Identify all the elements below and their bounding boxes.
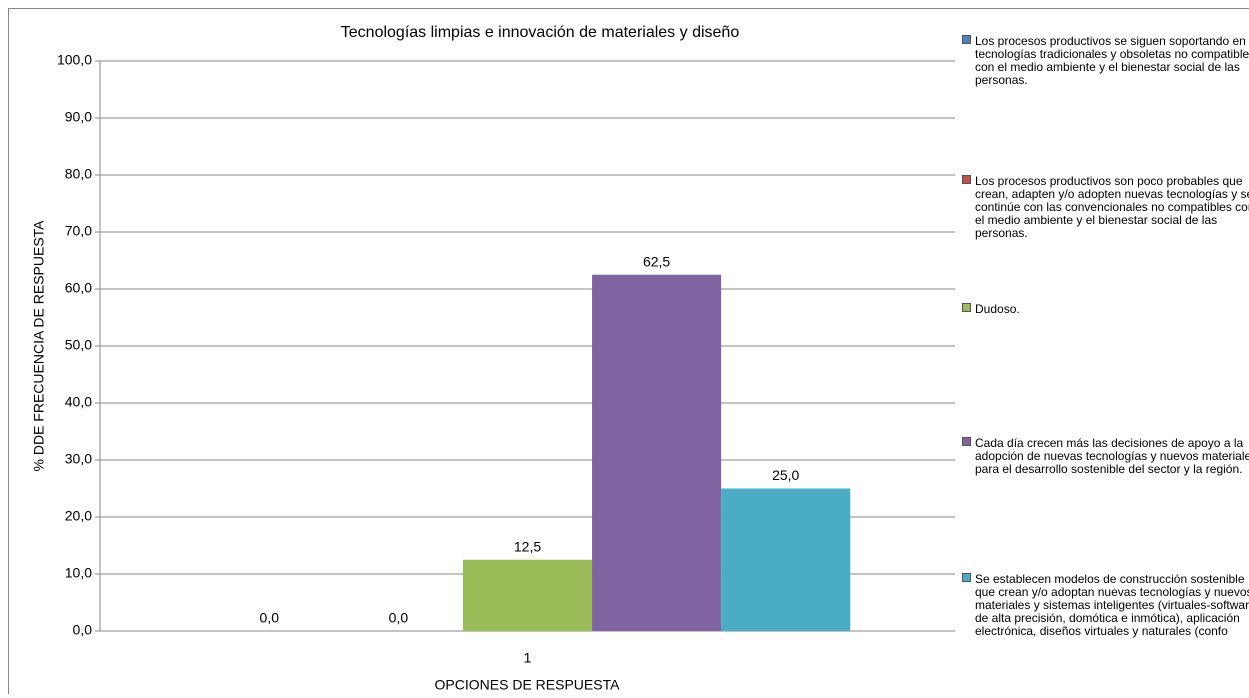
legend-label: Dudoso. [975, 303, 1249, 316]
y-tick-label: 60,0 [65, 280, 92, 296]
data-label: 12,5 [514, 538, 541, 554]
y-tick-label: 90,0 [65, 109, 92, 125]
legend-label: Cada día crecen más las decisiones de ap… [975, 437, 1249, 476]
y-tick-label: 40,0 [65, 394, 92, 410]
x-axis-label: OPCIONES DE RESPUESTA [435, 677, 621, 693]
legend-swatch [962, 573, 971, 582]
legend-swatch [962, 437, 971, 446]
legend-item: Se establecen modelos de construcción so… [962, 573, 1249, 698]
y-tick-label: 50,0 [65, 337, 92, 353]
bar [592, 275, 721, 631]
y-tick-label: 100,0 [57, 52, 92, 68]
y-tick-label: 10,0 [65, 565, 92, 581]
legend-swatch [962, 303, 971, 312]
legend-swatch [962, 175, 971, 184]
data-label: 0,0 [260, 610, 280, 626]
data-label: 25,0 [772, 467, 799, 483]
legend-label: Los procesos productivos son poco probab… [975, 175, 1249, 240]
y-tick-label: 20,0 [65, 508, 92, 524]
y-tick-label: 0,0 [73, 622, 93, 638]
legend-swatch [962, 35, 971, 44]
y-tick-label: 80,0 [65, 166, 92, 182]
x-tick-label: 1 [524, 650, 532, 666]
y-axis-label: % DDE FRECUENCIA DE RESPUESTA [31, 220, 47, 472]
y-tick-label: 70,0 [65, 223, 92, 239]
legend-label: Los procesos productivos se siguen sopor… [975, 35, 1249, 87]
y-tick-label: 30,0 [65, 451, 92, 467]
legend-label: Se establecen modelos de construcción so… [975, 573, 1249, 638]
data-label: 0,0 [389, 610, 409, 626]
data-label: 62,5 [643, 253, 670, 269]
bar [463, 560, 592, 631]
chart-title: Tecnologías limpias e innovación de mate… [341, 24, 740, 41]
legend-item: Los procesos productivos son poco probab… [962, 175, 1249, 300]
legend-item: Los procesos productivos se siguen sopor… [962, 35, 1249, 160]
bar [721, 489, 850, 632]
legend-item: Dudoso. [962, 303, 1249, 428]
legend-item: Cada día crecen más las decisiones de ap… [962, 437, 1249, 562]
